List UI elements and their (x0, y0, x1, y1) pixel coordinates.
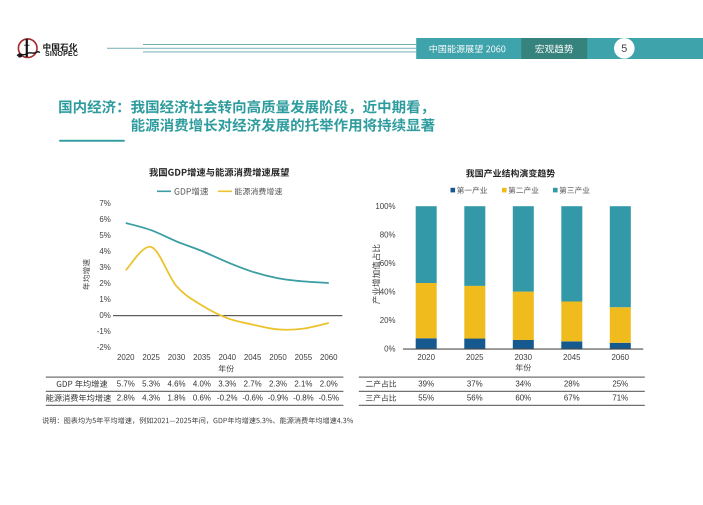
svg-text:7%: 7% (99, 199, 110, 208)
svg-text:2.7%: 2.7% (244, 380, 262, 389)
svg-text:34%: 34% (515, 380, 531, 389)
svg-text:2.1%: 2.1% (294, 380, 312, 389)
svg-text:1.8%: 1.8% (168, 394, 186, 403)
svg-text:-0.9%: -0.9% (268, 394, 289, 403)
svg-text:2045: 2045 (563, 353, 581, 362)
svg-text:20%: 20% (380, 316, 396, 325)
svg-text:-0.8%: -0.8% (293, 394, 314, 403)
svg-text:55%: 55% (418, 394, 434, 403)
svg-text:0%: 0% (99, 311, 110, 320)
svg-text:40%: 40% (380, 287, 396, 296)
svg-text:4%: 4% (99, 247, 110, 256)
svg-text:2060: 2060 (320, 353, 338, 362)
svg-text:2.0%: 2.0% (320, 380, 338, 389)
svg-text:2030: 2030 (168, 353, 186, 362)
svg-text:2025: 2025 (142, 353, 160, 362)
svg-text:71%: 71% (612, 394, 628, 403)
svg-text:5.3%: 5.3% (142, 380, 160, 389)
svg-text:100%: 100% (375, 202, 395, 211)
svg-text:5%: 5% (99, 231, 110, 240)
svg-text:6%: 6% (99, 215, 110, 224)
svg-text:2040: 2040 (218, 353, 236, 362)
svg-text:-2%: -2% (97, 343, 111, 352)
svg-text:-0.6%: -0.6% (242, 394, 263, 403)
svg-text:2025: 2025 (466, 353, 484, 362)
svg-text:2060: 2060 (612, 353, 630, 362)
svg-text:2055: 2055 (295, 353, 313, 362)
svg-text:-1%: -1% (97, 327, 111, 336)
svg-text:25%: 25% (612, 380, 628, 389)
svg-text:60%: 60% (380, 259, 396, 268)
svg-text:37%: 37% (467, 380, 483, 389)
svg-text:3.3%: 3.3% (218, 380, 236, 389)
svg-text:2035: 2035 (193, 353, 211, 362)
svg-text:5: 5 (621, 43, 627, 55)
svg-text:5.7%: 5.7% (117, 380, 135, 389)
svg-text:2.8%: 2.8% (117, 394, 135, 403)
svg-text:56%: 56% (467, 394, 483, 403)
svg-text:60%: 60% (515, 394, 531, 403)
svg-text:1%: 1% (99, 295, 110, 304)
svg-text:SINOPEC: SINOPEC (45, 51, 78, 58)
svg-text:4.0%: 4.0% (193, 380, 211, 389)
svg-text:39%: 39% (418, 380, 434, 389)
svg-text:80%: 80% (380, 230, 396, 239)
svg-text:2050: 2050 (269, 353, 287, 362)
svg-text:2.3%: 2.3% (269, 380, 287, 389)
svg-text:4.3%: 4.3% (142, 394, 160, 403)
svg-text:0%: 0% (384, 344, 395, 353)
svg-text:3%: 3% (99, 263, 110, 272)
svg-text:-0.2%: -0.2% (217, 394, 238, 403)
svg-text:28%: 28% (564, 380, 580, 389)
svg-text:2030: 2030 (515, 353, 533, 362)
svg-text:67%: 67% (564, 394, 580, 403)
svg-text:0.6%: 0.6% (193, 394, 211, 403)
svg-text:2020: 2020 (417, 353, 435, 362)
svg-text:4.6%: 4.6% (168, 380, 186, 389)
svg-text:2020: 2020 (117, 353, 135, 362)
svg-text:-0.5%: -0.5% (318, 394, 339, 403)
svg-text:2045: 2045 (244, 353, 262, 362)
svg-text:2%: 2% (99, 279, 110, 288)
